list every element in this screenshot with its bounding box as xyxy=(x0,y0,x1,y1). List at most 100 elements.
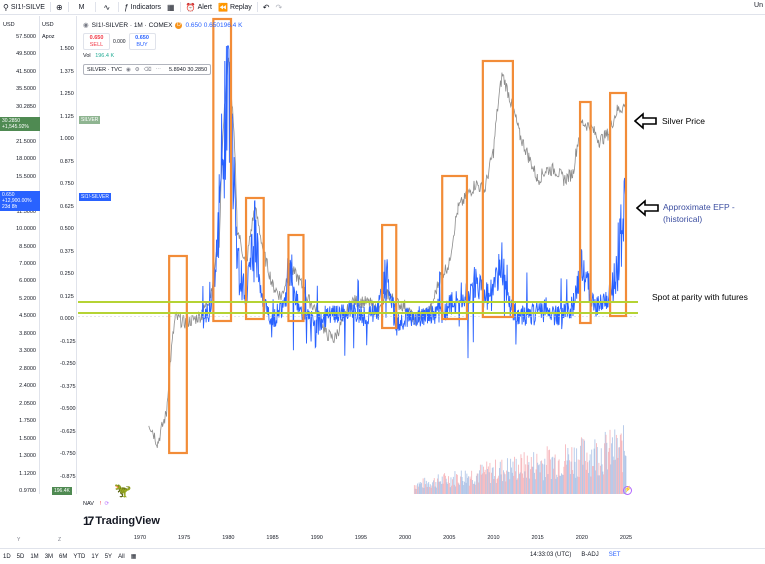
volume-bar xyxy=(499,467,500,494)
chart-type-button[interactable]: ∿ xyxy=(98,0,117,15)
y-axis-toggle[interactable]: Y xyxy=(17,537,21,543)
legend-ohlc: 0.650 xyxy=(185,21,202,29)
redo-button[interactable]: ↷ xyxy=(272,0,285,15)
range-button-ytd[interactable]: YTD xyxy=(73,553,86,560)
volume-bar xyxy=(558,459,560,494)
scale-mode-label[interactable]: Apoz xyxy=(42,34,55,40)
indicators-button[interactable]: ƒ Indicators xyxy=(121,0,164,15)
legend-main-row[interactable]: ◉ SI1!-SILVER · 1M · COMEX D 0.650 0.650… xyxy=(83,20,242,30)
volume-bar xyxy=(614,429,616,494)
price-scale-tick: 3.8000 xyxy=(19,330,36,337)
orange-highlight-box xyxy=(381,223,398,330)
volume-bar xyxy=(579,459,581,494)
lightning-icon[interactable]: ⚡ xyxy=(623,486,632,495)
price-tag-efp: 0.650 +12,900.00% 23d 8h xyxy=(0,191,40,211)
divider xyxy=(94,2,96,12)
volume-bar xyxy=(571,447,573,494)
volume-bar xyxy=(473,483,475,494)
chart-pane[interactable] xyxy=(78,16,638,494)
chart-canvas[interactable] xyxy=(78,16,638,494)
undo-button[interactable]: ↶ xyxy=(260,0,273,15)
volume-bar xyxy=(576,448,578,494)
trash-icon[interactable]: ⌫ xyxy=(143,66,152,73)
range-button-all[interactable]: All xyxy=(118,553,125,560)
price-scale-efp[interactable]: USD Apoz 1.500 1.375 1.250 1.125 1.000 0.875 0… xyxy=(40,16,77,494)
efp-scale-tick: 0.250 xyxy=(60,271,74,278)
currency-label[interactable]: USD xyxy=(3,22,15,28)
more-icon[interactable]: ⋯ xyxy=(155,66,161,73)
range-button-5d[interactable]: 5D xyxy=(16,553,25,560)
volume-bar xyxy=(470,478,472,494)
volume-bar xyxy=(623,425,624,494)
divider xyxy=(67,2,69,12)
volume-bar xyxy=(471,470,473,494)
price-scale-tick: 41.5000 xyxy=(16,68,36,75)
settings-icon[interactable]: ⚙ xyxy=(134,66,140,73)
volume-bar xyxy=(600,465,601,494)
interval-button[interactable]: M xyxy=(71,0,93,15)
z-axis-toggle[interactable]: Z xyxy=(58,537,62,543)
volume-bar xyxy=(553,468,554,494)
alert-button[interactable]: ⏰ Alert xyxy=(183,0,215,15)
volume-bar xyxy=(429,484,431,494)
volume-bar xyxy=(606,442,608,494)
volume-bar xyxy=(424,477,426,494)
range-button-1m[interactable]: 1M xyxy=(30,553,39,560)
symbol-search[interactable]: ⚲ SI1!-SILVE xyxy=(0,0,48,15)
volume-bar xyxy=(582,464,584,494)
time-axis-tick: 2005 xyxy=(443,535,456,541)
tradingview-logo[interactable]: 17 TradingView xyxy=(83,514,160,528)
sell-button[interactable]: 0.650 SELL xyxy=(83,33,110,50)
trade-buttons: 0.650 SELL 0.000 0.650 BUY xyxy=(83,33,156,50)
time-axis[interactable]: 1970 1975 1980 1985 1990 1995 2000 2005 2010 2015… xyxy=(78,533,638,545)
layouts-button[interactable]: ▦ xyxy=(164,0,178,15)
volume-bar xyxy=(472,483,474,494)
range-button-5y[interactable]: 5Y xyxy=(104,553,113,560)
volume-bar xyxy=(530,469,531,494)
compare-series-legend[interactable]: SILVER · TVC ◉ ⚙ ⌫ ⋯ 5.8940 30.2850 xyxy=(83,64,212,75)
volume-bar xyxy=(570,461,572,494)
divider xyxy=(179,2,181,12)
badj-toggle[interactable]: B-ADJ xyxy=(581,552,599,558)
efp-scale-tick: 1.125 xyxy=(60,113,74,120)
volume-bar xyxy=(488,472,490,494)
replay-button[interactable]: ⏪ Replay xyxy=(215,0,255,15)
volume-bar xyxy=(428,481,430,494)
volume-bar xyxy=(518,473,520,494)
compare-button[interactable]: ⊕ xyxy=(53,0,66,15)
volume-bar xyxy=(590,476,592,494)
volume-bar xyxy=(516,479,518,494)
range-button-3m[interactable]: 3M xyxy=(44,553,54,560)
range-button-6m[interactable]: 6M xyxy=(59,553,68,560)
eye-icon[interactable]: ◉ xyxy=(125,66,131,73)
volume-bar xyxy=(457,482,459,494)
volume-bar xyxy=(619,434,621,494)
volume-bar xyxy=(456,474,458,494)
volume-bar xyxy=(418,482,420,494)
time-axis-tick: 1985 xyxy=(266,535,279,541)
volume-legend[interactable]: Vol 196.4 K xyxy=(83,53,114,59)
volume-bar xyxy=(490,482,492,494)
volume-bar xyxy=(483,472,485,494)
volume-bar xyxy=(524,471,526,494)
silver-price-arrow-icon xyxy=(634,112,657,130)
price-scale-tick: 1.7500 xyxy=(19,418,36,425)
session-toggle[interactable]: SET xyxy=(608,552,621,558)
series-tag-efp: SI1!-SILVER xyxy=(79,193,111,201)
volume-bar xyxy=(587,462,589,494)
price-scale-left[interactable]: USD 57.5000 49.5000 41.5000 35.5000 30.2850 2… xyxy=(0,16,40,494)
volume-bar xyxy=(607,469,609,494)
volume-bar xyxy=(515,458,517,494)
silver-price-line xyxy=(148,57,627,449)
nav-indicator-row[interactable]: NAV ! ⟳ xyxy=(83,501,109,507)
range-button-1d[interactable]: 1D xyxy=(3,553,11,560)
volume-bar xyxy=(537,462,539,494)
calendar-icon[interactable]: ▦ xyxy=(130,554,137,560)
range-button-1y[interactable]: 1Y xyxy=(91,553,99,560)
volume-bar xyxy=(623,450,625,494)
utc-clock[interactable]: 14:33:03 (UTC) xyxy=(530,552,572,558)
volume-bar xyxy=(527,464,529,494)
buy-button[interactable]: 0.650 BUY xyxy=(128,33,156,50)
currency-label-2[interactable]: USD xyxy=(42,22,54,28)
volume-bar xyxy=(465,482,467,494)
